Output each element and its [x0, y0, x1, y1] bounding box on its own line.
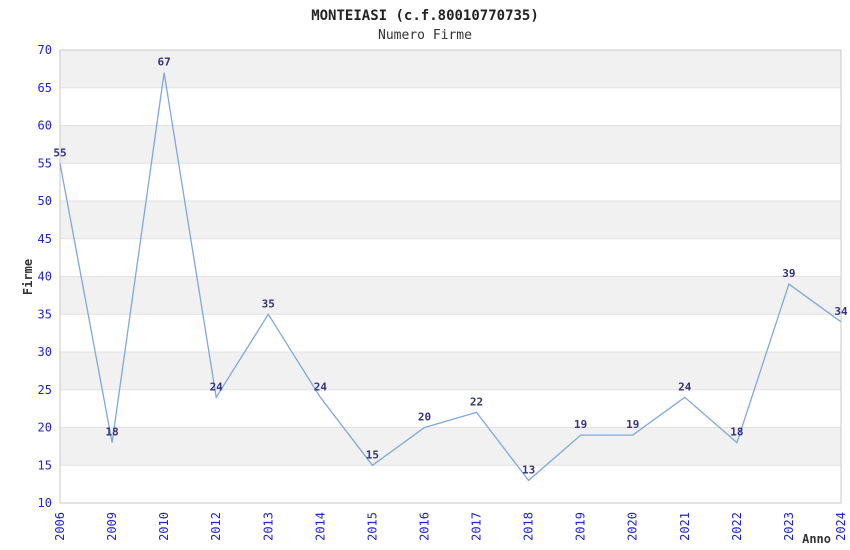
y-tick-label: 30	[38, 345, 52, 359]
y-tick-label: 10	[38, 496, 52, 510]
grid-band	[60, 276, 841, 315]
x-tick-label: 2024	[834, 512, 848, 541]
data-point-label: 39	[782, 267, 795, 280]
x-tick-label: 2023	[782, 512, 796, 541]
y-tick-label: 55	[38, 156, 52, 170]
x-tick-label: 2021	[678, 512, 692, 541]
y-tick-label: 45	[38, 232, 52, 246]
y-tick-label: 50	[38, 194, 52, 208]
chart-title: MONTEIASI (c.f.80010770735)	[311, 8, 539, 24]
x-tick-label: 2009	[105, 512, 119, 541]
x-tick-label: 2020	[626, 512, 640, 541]
data-point-label: 19	[574, 418, 587, 431]
data-point-label: 34	[834, 305, 848, 318]
x-tick-label: 2015	[365, 512, 379, 541]
y-tick-label: 65	[38, 81, 52, 95]
x-tick-label: 2022	[730, 512, 744, 541]
grid-band	[60, 50, 841, 88]
y-tick-label: 35	[38, 307, 52, 321]
data-point-label: 67	[158, 56, 171, 69]
grid-band	[60, 201, 841, 239]
y-tick-label: 15	[38, 458, 52, 472]
grid-band	[60, 125, 841, 164]
x-axis-title: Anno	[802, 532, 831, 546]
data-point-label: 22	[470, 395, 483, 408]
data-point-label: 19	[626, 418, 639, 431]
y-axis-title: Firme	[21, 259, 35, 295]
x-tick-label: 2006	[53, 512, 67, 541]
x-tick-label: 2016	[417, 512, 431, 541]
data-point-label: 55	[53, 146, 66, 159]
x-tick-label: 2019	[574, 512, 588, 541]
data-point-label: 20	[418, 411, 431, 424]
x-tick-label: 2018	[522, 512, 536, 541]
grid-band	[60, 352, 841, 390]
data-point-label: 24	[314, 380, 328, 393]
x-tick-label: 2013	[261, 512, 275, 541]
data-point-label: 18	[730, 426, 743, 439]
y-tick-label: 25	[38, 383, 52, 397]
y-tick-label: 70	[38, 43, 52, 57]
x-tick-label: 2010	[157, 512, 171, 541]
y-tick-label: 60	[38, 119, 52, 133]
x-tick-label: 2017	[470, 512, 484, 541]
data-point-label: 15	[366, 448, 379, 461]
data-point-label: 24	[678, 380, 692, 393]
chart-subtitle: Numero Firme	[378, 28, 472, 43]
grid-band	[60, 427, 841, 466]
x-tick-label: 2012	[209, 512, 223, 541]
x-tick-label: 2014	[313, 512, 327, 541]
y-tick-label: 40	[38, 270, 52, 284]
data-point-label: 24	[210, 380, 224, 393]
data-point-label: 13	[522, 463, 535, 476]
series-line	[59, 72, 842, 482]
plot-border	[59, 49, 842, 504]
y-tick-label: 20	[38, 421, 52, 435]
data-point-label: 18	[105, 426, 118, 439]
data-point-label: 35	[262, 297, 275, 310]
